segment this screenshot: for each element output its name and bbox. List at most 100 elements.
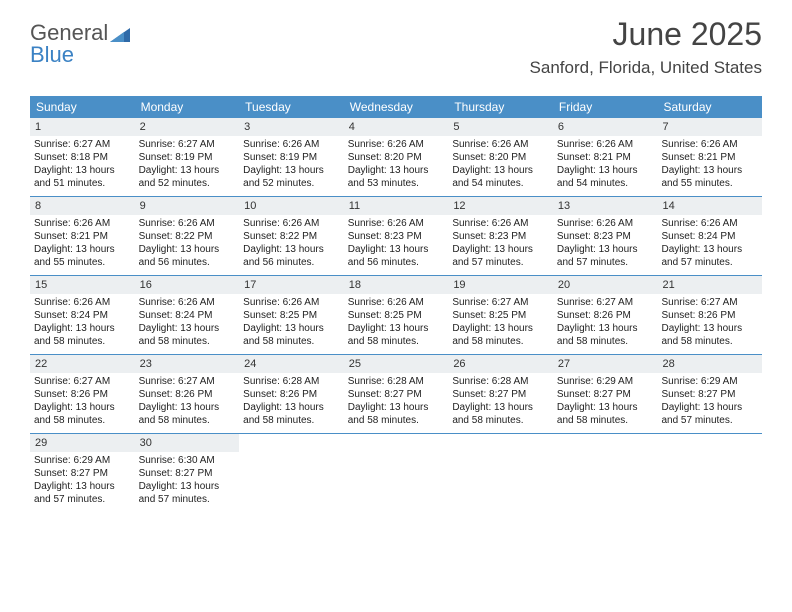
day-cell-empty	[344, 434, 449, 512]
sunrise-line: Sunrise: 6:28 AM	[243, 375, 340, 388]
day-cell: 17Sunrise: 6:26 AMSunset: 8:25 PMDayligh…	[239, 276, 344, 354]
week-row: 15 Sunrise: 6:26 AM Sunset: 8:24 PM Dayligh…	[30, 276, 762, 355]
day-number: 21	[657, 276, 762, 294]
day-cell-empty	[448, 434, 553, 512]
week-row: 22Sunrise: 6:27 AMSunset: 8:26 PMDayligh…	[30, 355, 762, 434]
day-number: 23	[135, 355, 240, 373]
daylight-line: Daylight: 13 hours and 57 minutes.	[139, 480, 236, 506]
sunset-line: Sunset: 8:22 PM	[139, 230, 236, 243]
sunset-line: Sunset: 8:19 PM	[139, 151, 236, 164]
day-cell: 25Sunrise: 6:28 AMSunset: 8:27 PMDayligh…	[344, 355, 449, 433]
day-header: Tuesday	[239, 96, 344, 118]
sunset-line: Sunset: 8:23 PM	[557, 230, 654, 243]
sunset-line: Sunset: 8:25 PM	[243, 309, 340, 322]
day-number: 24	[239, 355, 344, 373]
sunset-line: Sunset: 8:27 PM	[452, 388, 549, 401]
day-cell: 9Sunrise: 6:26 AMSunset: 8:22 PMDaylight…	[135, 197, 240, 275]
daylight-line: Daylight: 13 hours and 57 minutes.	[34, 480, 131, 506]
sunrise-line: Sunrise: 6:26 AM	[34, 217, 131, 230]
day-number: 15	[30, 276, 135, 294]
day-cell: 11Sunrise: 6:26 AMSunset: 8:23 PMDayligh…	[344, 197, 449, 275]
daylight-line: Daylight: 13 hours and 58 minutes.	[34, 401, 131, 427]
daylight-line: Daylight: 13 hours and 57 minutes.	[661, 401, 758, 427]
day-cell: 15Sunrise: 6:26 AMSunset: 8:24 PMDayligh…	[30, 276, 135, 354]
day-cell-empty	[657, 434, 762, 512]
sunset-line: Sunset: 8:21 PM	[557, 151, 654, 164]
week-row: 29Sunrise: 6:29 AMSunset: 8:27 PMDayligh…	[30, 434, 762, 512]
day-header: Friday	[553, 96, 658, 118]
day-cell: 8Sunrise: 6:26 AMSunset: 8:21 PMDaylight…	[30, 197, 135, 275]
daylight-line: Daylight: 13 hours and 56 minutes.	[139, 243, 236, 269]
daylight-line: Daylight: 13 hours and 58 minutes.	[243, 401, 340, 427]
sunrise-line: Sunrise: 6:28 AM	[452, 375, 549, 388]
brand-word-2: Blue	[30, 42, 74, 67]
sunrise-line: Sunrise: 6:26 AM	[243, 138, 340, 151]
sunset-line: Sunset: 8:21 PM	[34, 230, 131, 243]
day-number: 5	[448, 118, 553, 136]
sunset-line: Sunset: 8:27 PM	[661, 388, 758, 401]
sunset-line: Sunset: 8:24 PM	[139, 309, 236, 322]
daylight-line: Daylight: 13 hours and 55 minutes.	[661, 164, 758, 190]
location-text: Sanford, Florida, United States	[530, 58, 762, 78]
daylight-line: Daylight: 13 hours and 56 minutes.	[243, 243, 340, 269]
day-cell: 4Sunrise: 6:26 AMSunset: 8:20 PMDaylight…	[344, 118, 449, 196]
daylight-line: Daylight: 13 hours and 53 minutes.	[348, 164, 445, 190]
daylight-line: Daylight: 13 hours and 51 minutes.	[34, 164, 131, 190]
day-cell: 22Sunrise: 6:27 AMSunset: 8:26 PMDayligh…	[30, 355, 135, 433]
day-number: 11	[344, 197, 449, 215]
day-number: 30	[135, 434, 240, 452]
sunset-line: Sunset: 8:27 PM	[557, 388, 654, 401]
sunrise-line: Sunrise: 6:26 AM	[557, 217, 654, 230]
sunrise-line: Sunrise: 6:27 AM	[139, 138, 236, 151]
page-title: June 2025	[613, 16, 762, 53]
sunrise-line: Sunrise: 6:27 AM	[34, 375, 131, 388]
day-cell: 13 Sunrise: 6:26 AMSunset: 8:23 PMDayligh…	[553, 197, 658, 275]
day-number: 22	[30, 355, 135, 373]
brand-logo: General Blue	[30, 22, 130, 66]
sunset-line: Sunset: 8:24 PM	[661, 230, 758, 243]
sunrise-line: Sunrise: 6:26 AM	[661, 138, 758, 151]
day-number: 4	[344, 118, 449, 136]
day-number: 7	[657, 118, 762, 136]
daylight-line: Daylight: 13 hours and 58 minutes.	[452, 401, 549, 427]
sunset-line: Sunset: 8:21 PM	[661, 151, 758, 164]
day-cell: 18Sunrise: 6:26 AMSunset: 8:25 PMDayligh…	[344, 276, 449, 354]
day-number: 1	[30, 118, 135, 136]
daylight-line: Daylight: 13 hours and 55 minutes.	[34, 243, 131, 269]
day-cell-empty	[239, 434, 344, 512]
day-number: 25	[344, 355, 449, 373]
day-cell: 1Sunrise: 6:27 AMSunset: 8:18 PMDaylight…	[30, 118, 135, 196]
sunset-line: Sunset: 8:20 PM	[452, 151, 549, 164]
day-cell: 30Sunrise: 6:30 AMSunset: 8:27 PMDayligh…	[135, 434, 240, 512]
sunset-line: Sunset: 8:23 PM	[348, 230, 445, 243]
header-area: General Blue June 2025 Sanford, Florida,…	[0, 0, 792, 96]
sunrise-line: Sunrise: 6:26 AM	[348, 217, 445, 230]
day-cell: 7 Sunrise: 6:26 AMSunset: 8:21 PMDaylight…	[657, 118, 762, 196]
day-header: Thursday	[448, 96, 553, 118]
day-number: 29	[30, 434, 135, 452]
sunrise-line: Sunrise: 6:26 AM	[348, 296, 445, 309]
day-header-row: SundayMondayTuesdayWednesdayThursdayFrid…	[30, 96, 762, 118]
week-row: 1Sunrise: 6:27 AMSunset: 8:18 PMDaylight…	[30, 118, 762, 197]
sunrise-line: Sunrise: 6:26 AM	[452, 138, 549, 151]
sunset-line: Sunset: 8:27 PM	[348, 388, 445, 401]
daylight-line: Daylight: 13 hours and 58 minutes.	[348, 322, 445, 348]
sunset-line: Sunset: 8:27 PM	[34, 467, 131, 480]
day-number: 26	[448, 355, 553, 373]
sunset-line: Sunset: 8:23 PM	[452, 230, 549, 243]
day-cell-empty	[553, 434, 658, 512]
sunset-line: Sunset: 8:19 PM	[243, 151, 340, 164]
day-number: 13	[553, 197, 658, 215]
day-number: 2	[135, 118, 240, 136]
day-number: 27	[553, 355, 658, 373]
sunrise-line: Sunrise: 6:29 AM	[557, 375, 654, 388]
daylight-line: Daylight: 13 hours and 58 minutes.	[557, 401, 654, 427]
sunrise-line: Sunrise: 6:28 AM	[348, 375, 445, 388]
day-header: Wednesday	[344, 96, 449, 118]
sunset-line: Sunset: 8:26 PM	[243, 388, 340, 401]
daylight-line: Daylight: 13 hours and 54 minutes.	[557, 164, 654, 190]
calendar-grid: SundayMondayTuesdayWednesdayThursdayFrid…	[30, 96, 762, 512]
day-number: 9	[135, 197, 240, 215]
daylight-line: Daylight: 13 hours and 57 minutes.	[557, 243, 654, 269]
sunset-line: Sunset: 8:26 PM	[661, 309, 758, 322]
